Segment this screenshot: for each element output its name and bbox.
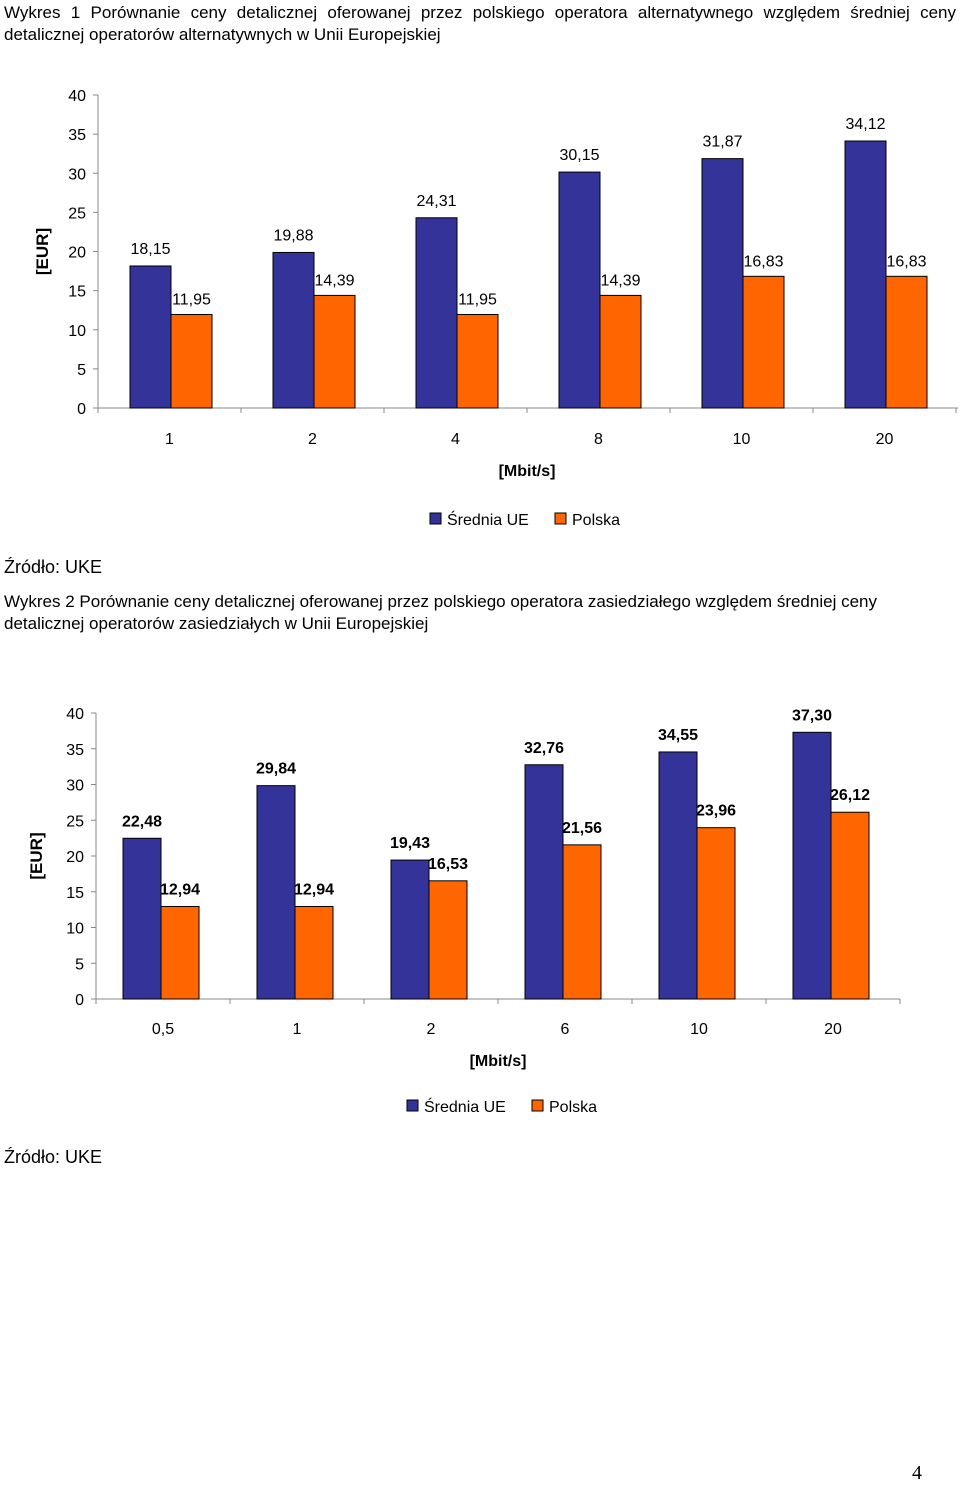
chart-2: 0 5 10 15 20 25 30 35 40 [EUR] 22,48 12,94 0,5 29,84 1… (27, 706, 901, 1116)
data-label: 24,31 (416, 193, 456, 210)
y-tick-label: 5 (75, 956, 84, 973)
y-tick-label: 35 (66, 742, 84, 759)
bar-eu (129, 265, 172, 409)
y-tick-label: 25 (66, 813, 84, 830)
y-tick-label: 15 (68, 284, 86, 301)
data-label: 19,88 (273, 227, 313, 244)
bar-eu (844, 140, 887, 409)
legend-swatch-eu (406, 1099, 419, 1112)
x-tick-label: 8 (594, 431, 603, 448)
data-label: 32,76 (524, 740, 564, 757)
chart-2-source: Źródło: UKE (4, 1147, 103, 1167)
y-tick-label: 30 (68, 166, 86, 183)
data-label: 14,39 (314, 272, 354, 289)
legend-label: Polska (549, 1099, 597, 1116)
y-tick-label: 40 (68, 88, 86, 105)
chart-1-source: Źródło: UKE (4, 557, 103, 577)
bar-eu (390, 859, 430, 1000)
y-tick-label: 40 (66, 706, 84, 723)
y-tick-label: 30 (66, 778, 84, 795)
x-tick-label: 10 (690, 1021, 708, 1038)
legend-label: Średnia UE (424, 1097, 506, 1116)
data-label: 11,95 (172, 291, 211, 308)
y-tick-label: 5 (77, 362, 86, 379)
x-tick-label: 2 (427, 1021, 436, 1038)
data-label: 37,30 (792, 707, 832, 724)
x-axis-title: [Mbit/s] (470, 1053, 527, 1070)
chart-2-caption: Wykres 2 Porównanie ceny detalicznej ofe… (4, 592, 877, 633)
x-tick-label: 4 (451, 431, 460, 448)
legend-label: Polska (572, 512, 620, 529)
y-tick-label: 10 (68, 323, 86, 340)
y-tick-label: 20 (66, 849, 84, 866)
y-axis-title: [EUR] (27, 832, 46, 879)
data-label: 30,15 (559, 147, 599, 164)
data-label: 34,12 (845, 116, 885, 133)
bar-pl (885, 275, 928, 409)
data-label: 21,56 (562, 820, 602, 837)
y-tick-label: 0 (77, 401, 86, 418)
bar-pl (742, 275, 785, 409)
data-label: 29,84 (256, 761, 296, 778)
legend-swatch-pl (531, 1099, 544, 1112)
y-tick-label: 20 (68, 245, 86, 262)
bar-eu (524, 764, 564, 1000)
bar-pl (456, 313, 499, 409)
bar-pl (830, 811, 870, 1000)
bar-pl (160, 905, 200, 1000)
bar-eu (256, 785, 296, 1000)
data-label: 26,12 (830, 787, 870, 804)
y-tick-label: 0 (75, 992, 84, 1009)
x-tick-label: 1 (165, 431, 174, 448)
data-label: 11,95 (458, 291, 497, 308)
x-tick-label: 6 (561, 1021, 570, 1038)
y-tick-label: 35 (68, 127, 86, 144)
data-label: 16,83 (743, 253, 783, 270)
bar-pl (170, 313, 213, 409)
bar-eu (122, 837, 162, 1000)
data-label: 34,55 (658, 727, 698, 744)
x-tick-label: 20 (824, 1021, 842, 1038)
data-label: 14,39 (600, 272, 640, 289)
x-axis-title: [Mbit/s] (499, 463, 556, 480)
bar-eu (792, 731, 832, 1000)
data-label: 12,94 (294, 881, 334, 898)
bar-eu (701, 158, 744, 409)
data-label: 22,48 (122, 813, 162, 830)
bar-eu (558, 171, 601, 409)
bar-pl (599, 294, 642, 409)
x-tick-label: 0,5 (152, 1021, 174, 1038)
x-tick-label: 2 (308, 431, 317, 448)
legend-label: Średnia UE (447, 510, 529, 529)
legend-swatch-eu (429, 512, 442, 525)
chart-1-caption: Wykres 1 Porównanie ceny detalicznej ofe… (4, 3, 956, 44)
data-label: 16,83 (886, 253, 926, 270)
legend-swatch-pl (554, 512, 567, 525)
x-tick-label: 20 (876, 431, 894, 448)
y-tick-label: 10 (66, 921, 84, 938)
bar-pl (294, 905, 334, 1000)
bar-eu (272, 251, 315, 409)
bar-pl (696, 827, 736, 1000)
bar-eu (415, 217, 458, 409)
bar-pl (313, 294, 356, 409)
data-label: 23,96 (696, 803, 736, 820)
chart-1: 0 5 10 15 20 25 30 35 40 [EUR] 18,15 11,95 1 19,88 14,… (33, 88, 958, 529)
data-label: 12,94 (160, 881, 200, 898)
data-label: 18,15 (130, 241, 170, 258)
x-tick-label: 10 (733, 431, 751, 448)
page-number: 4 (912, 1462, 922, 1484)
y-tick-label: 25 (68, 205, 86, 222)
data-label: 16,53 (428, 856, 468, 873)
bar-pl (428, 880, 468, 1000)
bar-eu (658, 751, 698, 1000)
data-label: 19,43 (390, 835, 430, 852)
bar-pl (562, 844, 602, 1000)
x-tick-label: 1 (293, 1021, 302, 1038)
y-tick-label: 15 (66, 885, 84, 902)
data-label: 31,87 (702, 134, 742, 151)
y-axis-title: [EUR] (33, 228, 52, 275)
